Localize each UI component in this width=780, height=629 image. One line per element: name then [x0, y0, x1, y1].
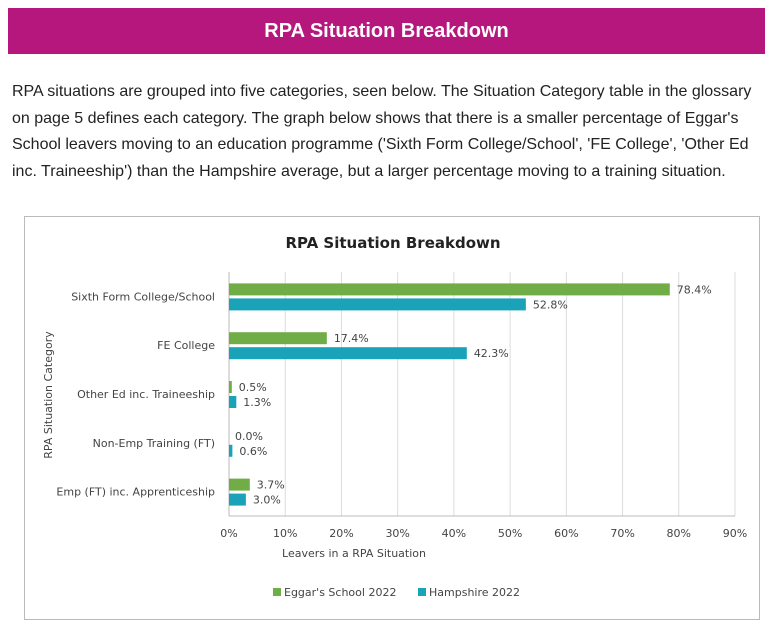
bar-eggars: [229, 283, 670, 296]
bar-hampshire: [229, 347, 467, 360]
category-label: Emp (FT) inc. Apprenticeship: [56, 486, 215, 499]
x-tick-label: 80%: [667, 527, 691, 540]
section-title: RPA Situation Breakdown: [264, 19, 509, 42]
x-tick-label: 90%: [723, 527, 747, 540]
category-label: Non-Emp Training (FT): [93, 437, 215, 450]
bar-hampshire: [229, 444, 233, 457]
chart-title: RPA Situation Breakdown: [285, 234, 500, 252]
intro-paragraph: RPA situations are grouped into five cat…: [12, 83, 752, 180]
legend-label: Hampshire 2022: [429, 586, 520, 599]
data-label: 3.0%: [253, 494, 281, 507]
bar-eggars: [229, 478, 250, 491]
data-label: 78.4%: [677, 283, 712, 296]
bar-chart: RPA Situation Breakdown RPA Situation Ca…: [42, 234, 747, 599]
legend-swatch: [418, 588, 426, 596]
x-tick-label: 0%: [220, 527, 237, 540]
x-axis-title: Leavers in a RPA Situation: [282, 547, 426, 560]
bar-hampshire: [229, 298, 526, 311]
x-tick-label: 50%: [498, 527, 522, 540]
bar-hampshire: [229, 396, 237, 408]
data-label: 3.7%: [257, 479, 285, 492]
x-tick-label: 70%: [610, 527, 634, 540]
category-label: FE College: [157, 339, 215, 352]
data-label: 17.4%: [334, 332, 369, 345]
x-tick-label: 40%: [442, 527, 466, 540]
section-header: RPA Situation Breakdown: [8, 8, 765, 54]
y-axis-title: RPA Situation Category: [42, 331, 55, 459]
category-label: Other Ed inc. Traineeship: [77, 388, 215, 401]
x-tick-label: 30%: [385, 527, 409, 540]
bar-eggars: [229, 381, 232, 393]
data-label: 52.8%: [533, 298, 568, 311]
legend-label: Eggar's School 2022: [284, 586, 396, 599]
data-label: 0.5%: [239, 381, 267, 394]
x-tick-label: 60%: [554, 527, 578, 540]
x-tick-label: 10%: [273, 527, 297, 540]
data-label: 0.0%: [235, 430, 263, 443]
x-tick-label: 20%: [329, 527, 353, 540]
data-label: 0.6%: [239, 445, 267, 458]
bar-hampshire: [229, 493, 246, 506]
bar-eggars: [229, 332, 327, 345]
chart-container: RPA Situation Breakdown RPA Situation Ca…: [24, 216, 760, 620]
data-label: 42.3%: [474, 347, 509, 360]
legend-swatch: [273, 588, 281, 596]
data-label: 1.3%: [243, 396, 271, 409]
category-label: Sixth Form College/School: [71, 290, 215, 303]
